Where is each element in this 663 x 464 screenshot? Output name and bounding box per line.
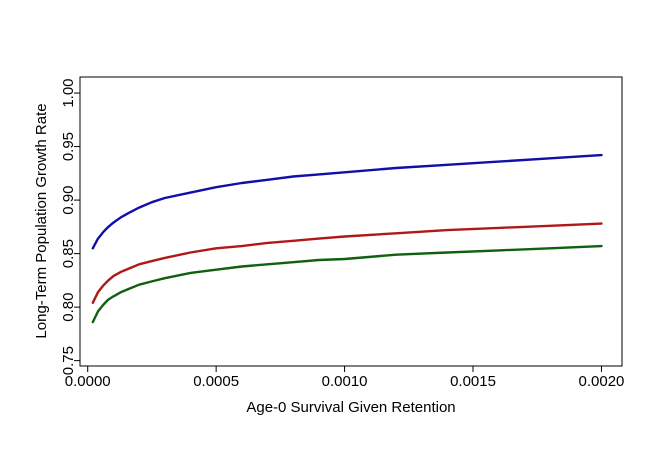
series-line-3 [91, 244, 603, 324]
y-tick-label: 0.75 [60, 346, 77, 375]
series-line-2 [91, 222, 603, 304]
x-axis-label: Age-0 Survival Given Retention [246, 399, 455, 416]
y-tick-label: 0.80 [60, 293, 77, 322]
y-axis-label: Long-Term Population Growth Rate [33, 103, 50, 338]
x-tick-label: 0.0020 [579, 373, 625, 390]
y-tick-label: 0.85 [60, 239, 77, 268]
plot-frame [79, 76, 623, 367]
x-axis: 0.0000 0.0005 0.0010 0.0015 0.0020 [65, 366, 625, 390]
x-tick-label: 0.0010 [322, 373, 368, 390]
x-tick-label: 0.0005 [193, 373, 239, 390]
series-layer [91, 153, 603, 324]
series-line-1 [91, 153, 603, 250]
y-tick-label: 0.95 [60, 132, 77, 161]
y-tick-label: 1.00 [60, 78, 77, 107]
x-tick-label: 0.0000 [65, 373, 111, 390]
x-tick-label: 0.0015 [450, 373, 496, 390]
y-axis: 0.75 0.80 0.85 0.90 0.95 1.00 [60, 78, 80, 375]
y-tick-label: 0.90 [60, 185, 77, 214]
